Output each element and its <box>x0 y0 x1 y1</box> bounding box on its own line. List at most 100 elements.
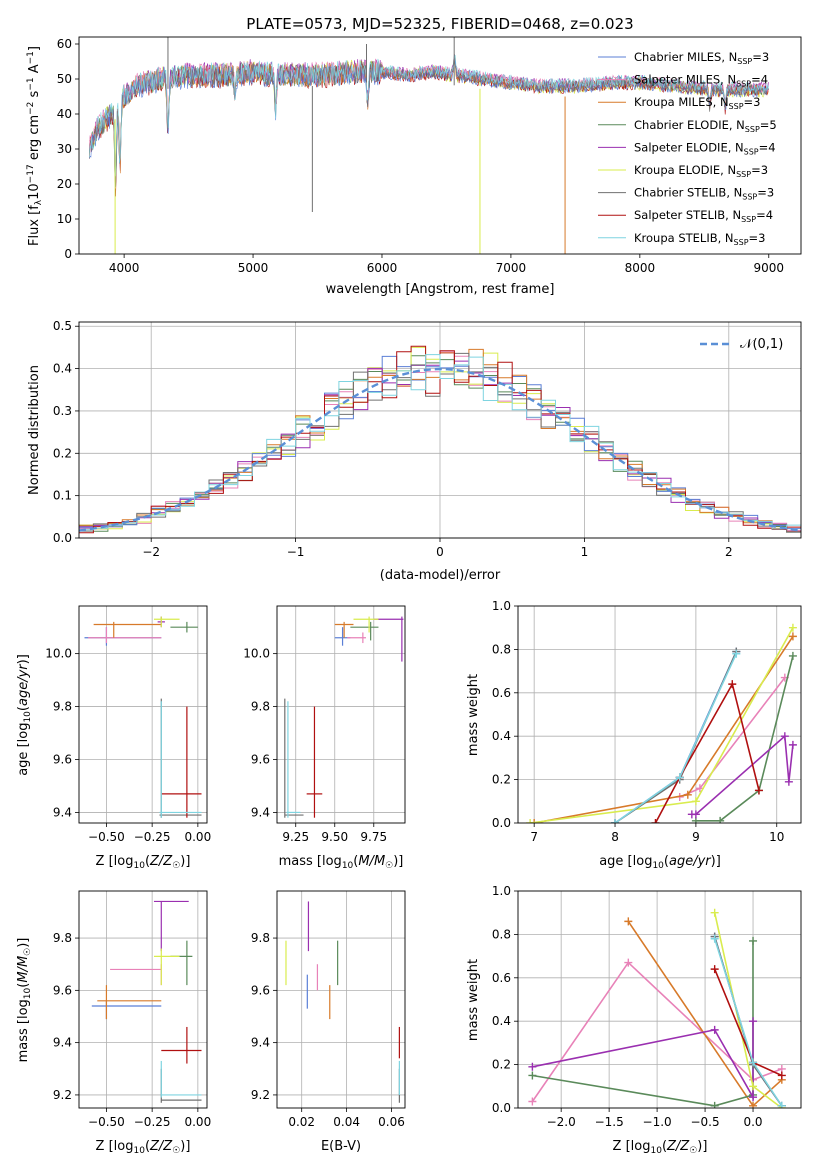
legend-label: Kroupa STELIB, NSSP=3 <box>634 231 765 247</box>
x-tick-label: 4000 <box>109 261 140 275</box>
y-axis-label: Normed distribution <box>27 365 42 495</box>
plot-area <box>91 900 202 1103</box>
x-tick-label: 0.00 <box>184 830 211 844</box>
weight-marker <box>691 810 700 819</box>
age-vs-metallicity-panel: −0.50 −0.25 0.00 9.4 9.6 9.8 10.0 Z [log10(Z/Z☉… <box>16 605 211 871</box>
mass-vs-extinction-panel: 0.02 0.04 0.06 9.2 9.4 9.6 9.8 E(B-V) <box>251 890 406 1154</box>
y-tick-label: 1.0 <box>492 599 511 613</box>
weight-line <box>529 627 794 823</box>
y-tick-label: 9.6 <box>251 752 270 766</box>
axes-frame <box>78 890 208 1109</box>
weight-line <box>532 1021 754 1101</box>
weight-line <box>532 940 754 1107</box>
x-tick-label: −1.0 <box>643 1115 672 1129</box>
plot-area <box>89 37 769 254</box>
legend-label: Chabrier ELODIE, NSSP=5 <box>634 118 777 134</box>
x-tick-label: 8 <box>611 830 619 844</box>
weight-marker <box>754 786 763 795</box>
normal-curve <box>79 367 801 532</box>
weight-marker <box>624 917 633 926</box>
y-tick-label: 0.1 <box>53 489 72 503</box>
x-tick-label: 1 <box>581 545 589 559</box>
axes-frame <box>517 605 802 824</box>
y-tick-label: 0.8 <box>492 642 511 656</box>
y-tick-label: 0.6 <box>492 686 511 700</box>
weight-line <box>713 938 783 1107</box>
spectrum-line <box>89 55 769 177</box>
y-tick-label: 9.2 <box>53 1088 72 1102</box>
plot-area <box>79 345 801 534</box>
x-axis-label: Z [log10(Z/Z☉)] <box>613 1139 708 1156</box>
y-tick-label: 0.3 <box>53 404 72 418</box>
y-tick-label: 50 <box>57 72 72 86</box>
age-vs-mass-panel: 9.25 9.50 9.75 9.4 9.6 9.8 10.0 mass [log10(M/M… <box>243 605 406 871</box>
weight-marker <box>732 649 741 658</box>
y-tick-label: 9.4 <box>251 805 270 819</box>
x-tick-label: 9 <box>692 830 700 844</box>
axes-frame <box>276 890 406 1109</box>
x-axis-label: mass [log10(M/M☉)] <box>279 854 404 871</box>
weight-vs-age-panel: 7 8 9 10 0.0 0.2 0.4 0.6 0.8 1.0 age [log10(age/yr… <box>466 599 802 871</box>
y-tick-label: 60 <box>57 37 72 51</box>
y-tick-label: 0.2 <box>53 446 72 460</box>
weight-marker <box>624 958 633 967</box>
x-tick-label: 9000 <box>753 261 784 275</box>
axes-frame <box>276 605 406 824</box>
legend-label: Salpeter MILES, NSSP=4 <box>634 73 768 89</box>
y-tick-label: 9.6 <box>53 752 72 766</box>
weight-marker <box>777 1101 786 1108</box>
y-tick-label: 0 <box>64 247 72 261</box>
x-tick-label: 0.06 <box>378 1115 405 1129</box>
histogram-steps <box>79 354 801 531</box>
weight-marker <box>691 797 700 806</box>
legend-label: Salpeter ELODIE, NSSP=4 <box>634 140 776 156</box>
y-tick-label: 0.0 <box>53 531 72 545</box>
weight-marker <box>788 632 797 641</box>
y-tick-label: 9.4 <box>251 1036 270 1050</box>
y-tick-label: 10.0 <box>243 647 270 661</box>
y-tick-label: 9.4 <box>53 805 72 819</box>
x-tick-label: −2 <box>142 545 160 559</box>
weight-line <box>713 912 783 1108</box>
legend-label: 𝒩(0,1) <box>740 337 783 352</box>
y-tick-label: 40 <box>57 107 72 121</box>
plot-area <box>526 623 797 823</box>
x-tick-label: 6000 <box>367 261 398 275</box>
y-tick-label: 9.2 <box>251 1088 270 1102</box>
x-tick-label: −0.25 <box>134 1115 171 1129</box>
weight-marker <box>710 1025 719 1034</box>
x-tick-label: −0.50 <box>88 1115 125 1129</box>
weight-marker <box>749 936 758 945</box>
legend-label: Chabrier STELIB, NSSP=3 <box>634 186 774 202</box>
x-tick-label: 0.0 <box>743 1115 762 1129</box>
x-axis-label: E(B-V) <box>321 1139 361 1154</box>
x-tick-label: 0.04 <box>333 1115 360 1129</box>
y-tick-label: 0.8 <box>492 927 511 941</box>
x-tick-label: 5000 <box>238 261 269 275</box>
y-tick-label: 10.0 <box>45 647 72 661</box>
weight-marker <box>528 1071 537 1080</box>
y-axis-label: mass [log10(M/M☉)] <box>16 938 33 1063</box>
plot-area <box>285 901 400 1103</box>
x-axis-label: Z [log10(Z/Z☉)] <box>96 854 191 871</box>
weight-marker <box>749 1093 758 1102</box>
x-tick-label: 9.50 <box>321 830 348 844</box>
x-tick-label: −1 <box>287 545 305 559</box>
x-tick-label: 10 <box>769 830 784 844</box>
weight-marker <box>780 732 789 741</box>
weight-marker <box>749 1082 758 1091</box>
y-tick-label: 0.0 <box>492 1101 511 1115</box>
x-tick-label: −0.50 <box>88 830 125 844</box>
y-tick-label: 9.4 <box>53 1036 72 1050</box>
y-tick-label: 9.8 <box>53 931 72 945</box>
weight-marker <box>683 790 692 799</box>
x-tick-label: 0.00 <box>184 1115 211 1129</box>
y-tick-label: 0.2 <box>492 1058 511 1072</box>
mass-vs-metallicity-panel: −0.50 −0.25 0.00 9.2 9.4 9.6 9.8 Z [log10(Z/Z☉)… <box>16 890 211 1156</box>
legend-label: Salpeter STELIB, NSSP=4 <box>634 208 773 224</box>
weight-marker <box>710 965 719 974</box>
x-tick-label: 9.75 <box>360 830 387 844</box>
x-tick-label: −0.25 <box>134 830 171 844</box>
weight-marker <box>710 934 719 943</box>
weight-marker <box>788 740 797 749</box>
